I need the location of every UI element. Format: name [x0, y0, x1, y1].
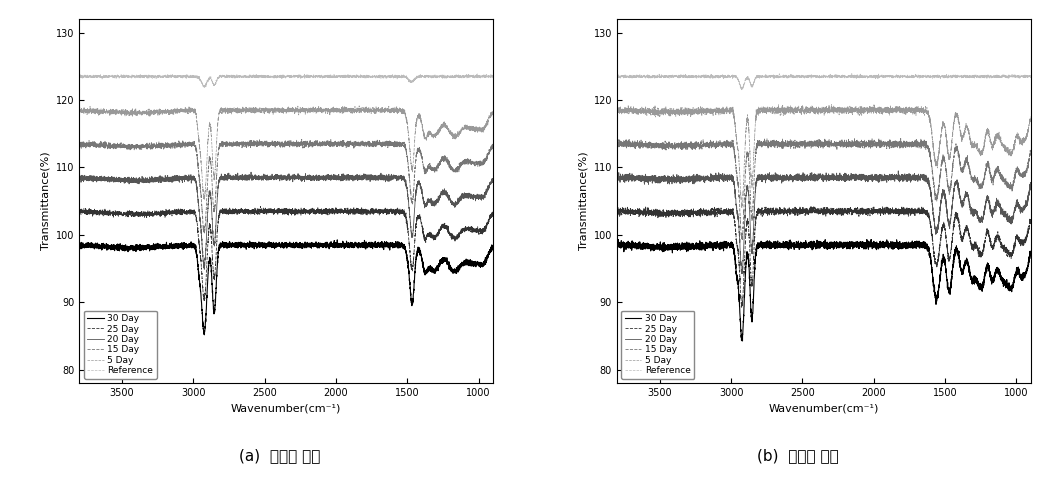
X-axis label: Wavenumber(cm⁻¹): Wavenumber(cm⁻¹) [230, 404, 341, 414]
Text: (a)  지지층 소재: (a) 지지층 소재 [240, 448, 320, 463]
Text: (b)  표면층 소재: (b) 표면층 소재 [757, 448, 839, 463]
Y-axis label: Transmittance(%): Transmittance(%) [578, 152, 588, 251]
Legend: 30 Day, 25 Day, 20 Day, 15 Day, 5 Day, Reference: 30 Day, 25 Day, 20 Day, 15 Day, 5 Day, R… [84, 311, 156, 379]
X-axis label: Wavenumber(cm⁻¹): Wavenumber(cm⁻¹) [768, 404, 879, 414]
Legend: 30 Day, 25 Day, 20 Day, 15 Day, 5 Day, Reference: 30 Day, 25 Day, 20 Day, 15 Day, 5 Day, R… [622, 311, 694, 379]
Y-axis label: Transmittance(%): Transmittance(%) [40, 152, 51, 251]
